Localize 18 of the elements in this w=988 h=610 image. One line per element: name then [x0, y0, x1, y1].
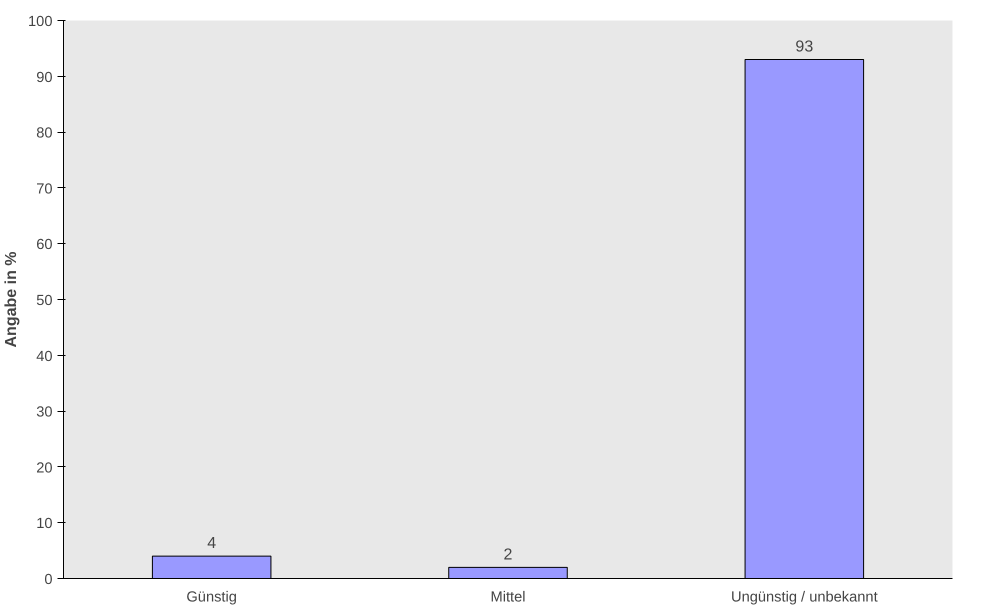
data-label: 2	[504, 546, 513, 564]
y-axis-title: Angabe in %	[3, 251, 20, 348]
x-tick-label: Günstig	[186, 590, 237, 606]
y-tick-label: 80	[36, 126, 53, 142]
y-tick-label: 10	[36, 516, 53, 532]
y-tick-label: 100	[28, 14, 53, 30]
y-tick-label: 20	[36, 460, 53, 476]
data-label: 4	[207, 535, 216, 552]
y-tick-label: 40	[36, 348, 53, 365]
y-tick-label: 30	[36, 404, 53, 421]
x-tick-label: Mittel	[490, 590, 526, 606]
y-tick-label: 60	[36, 237, 53, 254]
data-label: 93	[795, 38, 814, 56]
x-tick-label: Ungünstig / unbekannt	[731, 590, 878, 606]
y-tick-label: 90	[36, 70, 53, 86]
y-tick-label: 0	[44, 572, 53, 588]
y-tick-label: 50	[36, 293, 53, 309]
y-tick-label: 70	[36, 181, 53, 198]
